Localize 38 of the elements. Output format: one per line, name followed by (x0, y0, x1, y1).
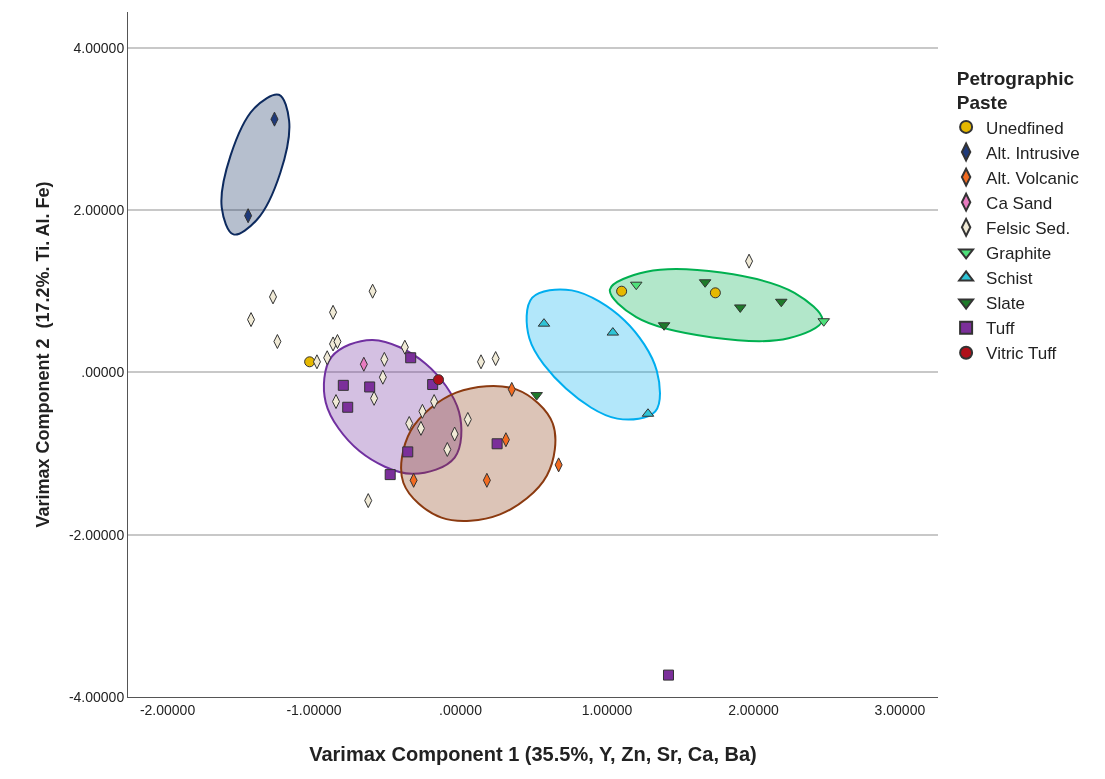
x-tick-label: 1.00000 (581, 701, 633, 718)
point (709, 287, 721, 299)
point (337, 379, 349, 391)
y-tick-label: .00000 (81, 364, 125, 381)
legend-label: Graphite (986, 244, 1052, 264)
point (662, 669, 674, 681)
x-tick-label: 2.00000 (728, 701, 779, 718)
point (364, 381, 376, 393)
point (405, 352, 417, 364)
x-axis-title: Varimax Component 1 (35.5%, Y, Zn, Sr, Ca, Ba) (309, 743, 757, 766)
x-tick-label: 3.00000 (874, 701, 926, 718)
x-tick-label: .00000 (439, 701, 483, 718)
y-tick-label: -2.00000 (68, 526, 125, 543)
legend-label: Slate (986, 294, 1025, 314)
point (402, 446, 414, 458)
y-axis-title: Varimax Component 2 (17.2%. Ti. Al. Fe) (33, 181, 54, 528)
y-tick-label: 4.00000 (73, 39, 125, 56)
y-tick-label: -4.00000 (68, 688, 125, 705)
legend-label: Ca Sand (986, 193, 1053, 213)
x-tick-label: -1.00000 (286, 701, 342, 718)
legend-label: Vitric Tuff (986, 344, 1057, 364)
legend-label: Unedfined (986, 118, 1064, 138)
legend-label: Tuff (986, 319, 1015, 339)
point (304, 356, 316, 368)
legend-label: Alt. Volcanic (986, 168, 1080, 188)
legend-label: Felsic Sed. (986, 218, 1071, 238)
point (775, 298, 788, 308)
point (384, 469, 396, 481)
legend-label: Schist (986, 269, 1033, 289)
point (342, 401, 354, 413)
point (433, 374, 445, 386)
x-tick-label: -2.00000 (139, 701, 196, 718)
legend-label: Alt. Intrusive (986, 143, 1080, 163)
point (616, 285, 628, 297)
legend-title: Petrographic Paste (956, 67, 1075, 114)
point (491, 438, 503, 450)
y-tick-label: 2.00000 (73, 201, 125, 218)
point (629, 281, 643, 291)
